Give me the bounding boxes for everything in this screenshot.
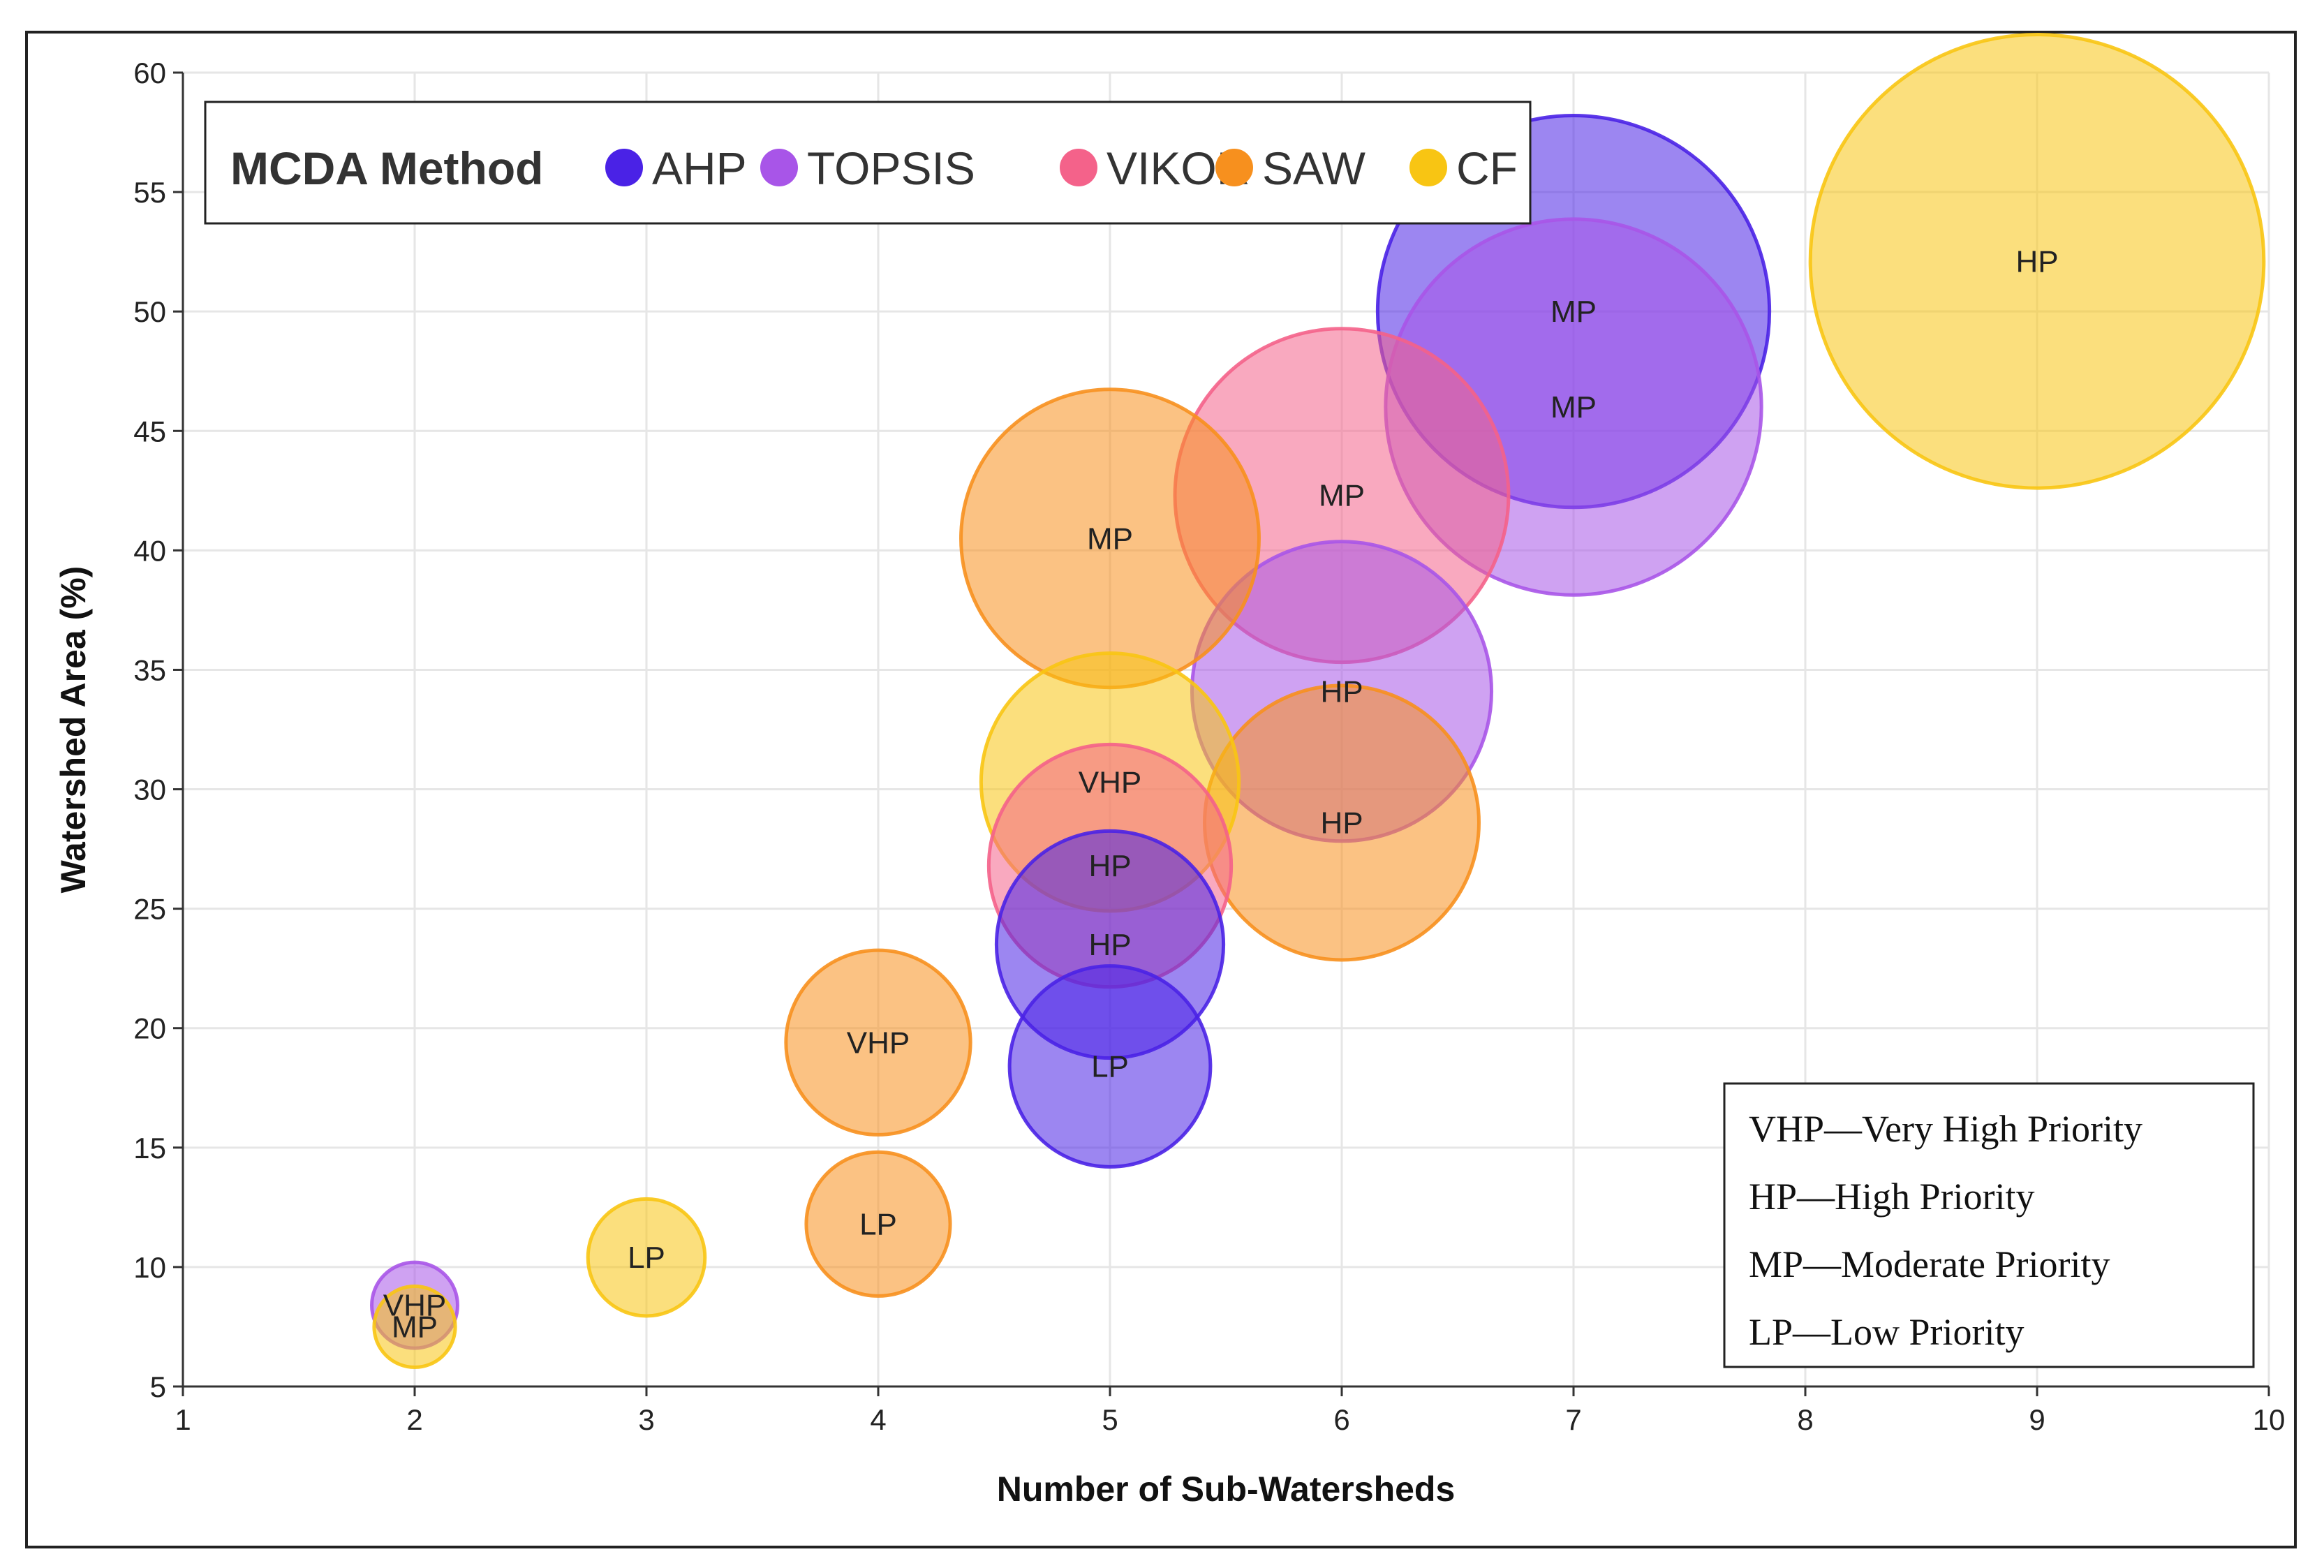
x-tick-label: 10 [2253, 1403, 2286, 1436]
y-tick-label: 50 [133, 295, 166, 328]
y-tick-label: 15 [133, 1132, 166, 1164]
legend-label-ahp: AHP [652, 142, 747, 194]
y-tick-label: 20 [133, 1012, 166, 1045]
priority-key-line: HP—High Priority [1749, 1176, 2035, 1218]
legend-label-topsis: TOPSIS [807, 142, 975, 194]
bubble-label: HP [2015, 244, 2058, 279]
x-tick-label: 1 [175, 1403, 191, 1436]
y-tick-label: 30 [133, 774, 166, 806]
bubble-label: MP [392, 1310, 438, 1344]
bubble-cf [586, 1197, 707, 1318]
bubble-label: MP [1550, 390, 1597, 424]
legend-marker-topsis [760, 149, 798, 186]
x-tick-label: 6 [1333, 1403, 1349, 1436]
y-axis-title: Watershed Area (%) [54, 566, 93, 894]
x-tick-label: 4 [870, 1403, 886, 1436]
bubble-cf [372, 1284, 457, 1370]
x-tick-label: 7 [1565, 1403, 1581, 1436]
priority-key-line: VHP—Very High Priority [1749, 1108, 2142, 1150]
bubble-label: HP [1320, 674, 1363, 709]
bubble-label: HP [1088, 928, 1131, 962]
y-tick-label: 45 [133, 415, 166, 448]
priority-key-line: MP—Moderate Priority [1749, 1243, 2110, 1285]
bubble-label: VHP [383, 1289, 446, 1323]
bubble-label: LP [628, 1241, 665, 1275]
priority-key: VHP—Very High Priority HP—High Priority MP… [1723, 1082, 2255, 1368]
legend-marker-ahp [605, 149, 643, 186]
legend-marker-cf [1409, 149, 1447, 186]
x-tick-label: 5 [1102, 1403, 1118, 1436]
bubble-label: VHP [847, 1026, 910, 1060]
bubble-cf [1808, 33, 2266, 490]
x-tick-label: 9 [2029, 1403, 2045, 1436]
x-tick-label: 8 [1797, 1403, 1813, 1436]
y-tick-label: 60 [133, 57, 166, 89]
bubble-label: LP [859, 1207, 897, 1241]
y-tick-label: 5 [150, 1370, 166, 1403]
x-tick-label: 3 [638, 1403, 654, 1436]
legend-title: MCDA Method [230, 142, 543, 194]
y-tick-label: 10 [133, 1251, 166, 1284]
bubble-label: HP [1088, 849, 1131, 883]
bubble-label: MP [1319, 479, 1365, 513]
x-tick-label: 2 [406, 1403, 422, 1436]
y-tick-label: 35 [133, 653, 166, 686]
y-tick-labels: 5 10 15 20 25 30 35 40 45 50 55 60 [133, 57, 183, 1403]
bubble-label: MP [1550, 295, 1597, 329]
bubble-label: HP [1320, 806, 1363, 840]
legend-label-cf: CF [1456, 142, 1518, 194]
bubble-ahp [1007, 964, 1213, 1169]
method-legend: MCDA Method AHP TOPSIS VIKOR SAW CF [204, 101, 1532, 225]
axes [182, 73, 2269, 1388]
y-tick-label: 40 [133, 534, 166, 567]
x-axis-title: Number of Sub-Watersheds [997, 1470, 1456, 1509]
priority-key-box [1723, 1082, 2255, 1368]
bubble-saw [784, 948, 972, 1137]
priority-key-line: LP—Low Priority [1749, 1311, 2025, 1353]
y-tick-label: 25 [133, 893, 166, 926]
bubble-label: MP [1087, 522, 1133, 556]
legend-marker-saw [1215, 149, 1253, 186]
legend-marker-vikor [1060, 149, 1097, 186]
legend-box [204, 101, 1532, 225]
bubble-label: LP [1091, 1049, 1129, 1083]
legend-label-saw: SAW [1262, 142, 1366, 194]
x-tick-labels: 1 2 3 4 5 6 7 8 9 10 [175, 1386, 2285, 1436]
bubble-saw [804, 1150, 952, 1298]
bubble-label: VHP [1079, 765, 1141, 799]
y-tick-label: 55 [133, 176, 166, 209]
